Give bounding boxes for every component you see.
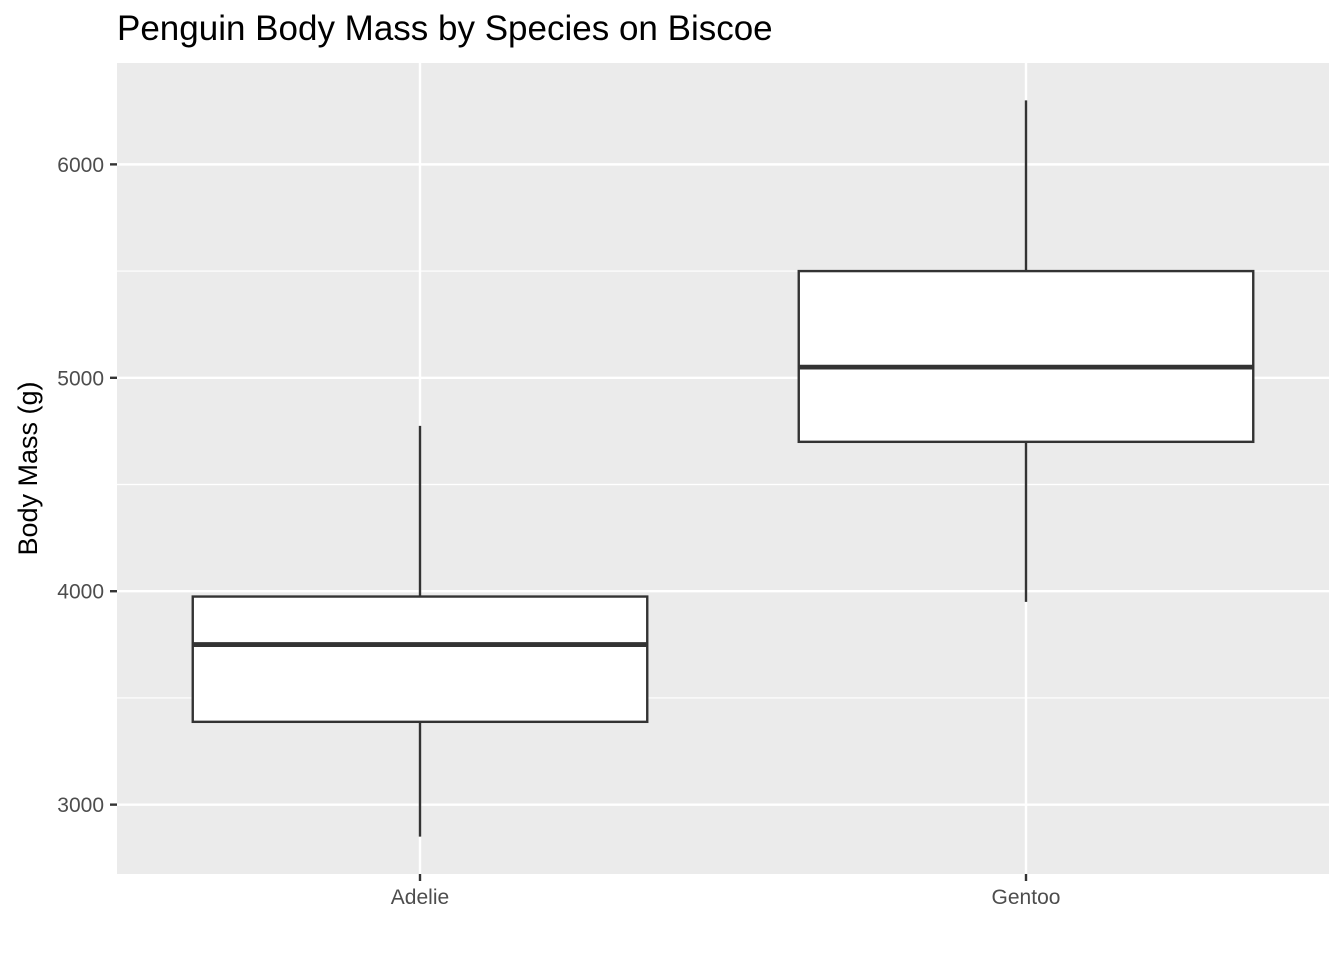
box-adelie (191, 425, 649, 837)
axes: 3000 4000 5000 6000 Adelie Gentoo (57, 154, 1060, 909)
y-tick-label: 6000 (57, 154, 104, 177)
boxes (191, 100, 1255, 837)
box-gentoo (797, 100, 1255, 602)
chart-title: Penguin Body Mass by Species on Biscoe (117, 9, 773, 48)
y-axis-label: Body Mass (g) (13, 381, 43, 555)
x-tick-label: Adelie (391, 886, 449, 909)
iqr-box (191, 595, 649, 724)
iqr-box (797, 269, 1255, 444)
x-tick-label: Gentoo (992, 886, 1061, 909)
plot-panel (117, 63, 1329, 874)
y-tick-label: 5000 (57, 367, 104, 390)
y-tick-label: 3000 (57, 794, 104, 817)
y-tick-label: 4000 (57, 581, 104, 604)
